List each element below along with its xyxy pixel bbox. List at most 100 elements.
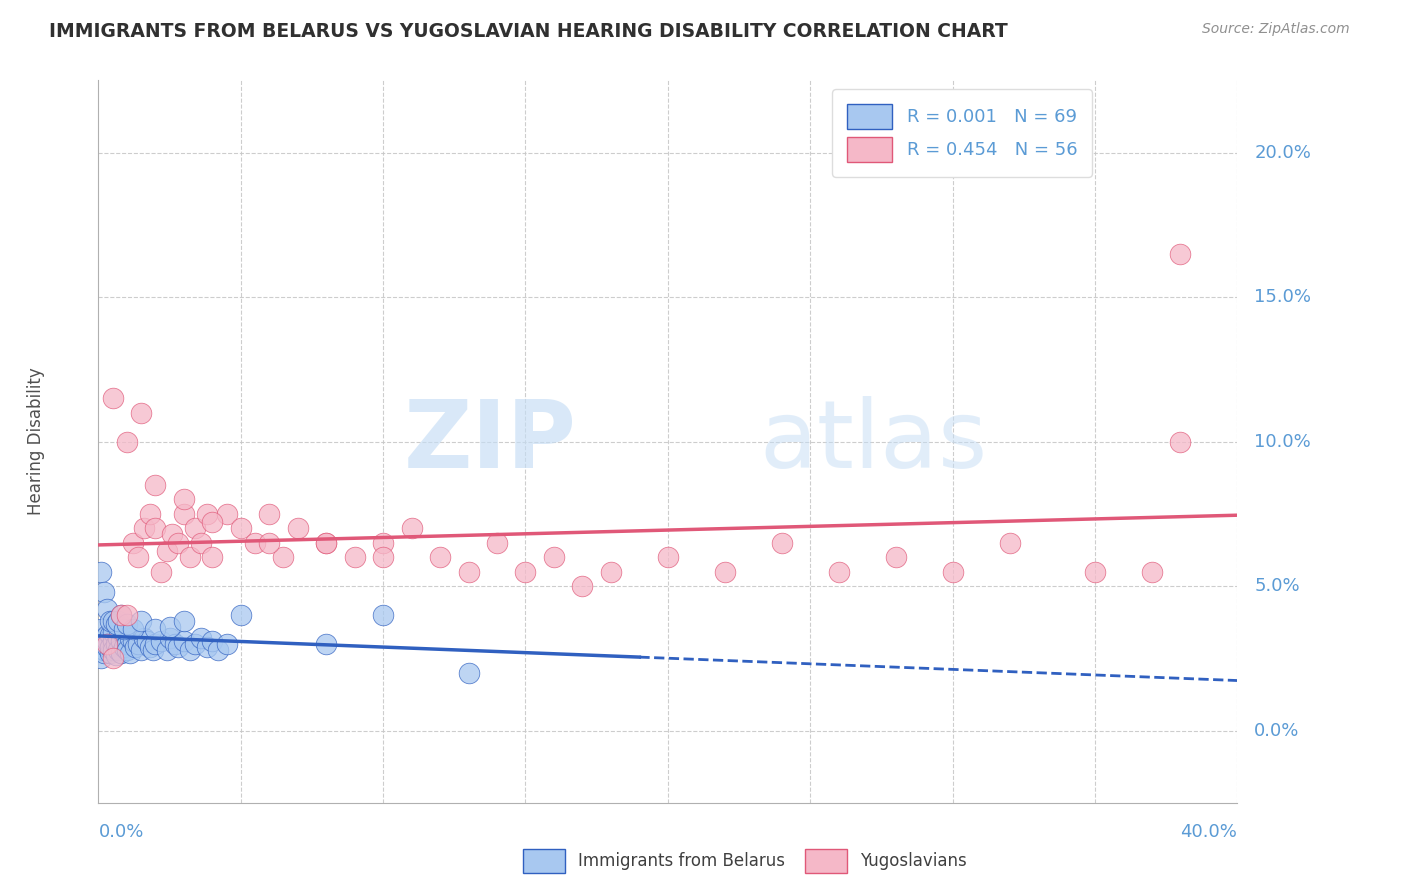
Point [457, 565, 479, 579]
Point [373, 607, 395, 622]
Point [121, 634, 143, 648]
Point [190, 535, 212, 549]
Point [195, 507, 218, 521]
Point [93, 584, 115, 599]
Point [159, 631, 181, 645]
Point [141, 642, 163, 657]
Text: IMMIGRANTS FROM BELARUS VS YUGOSLAVIAN HEARING DISABILITY CORRELATION CHART: IMMIGRANTS FROM BELARUS VS YUGOSLAVIAN H… [49, 22, 1008, 41]
Point [259, 535, 281, 549]
Point [401, 521, 423, 535]
Point [132, 521, 155, 535]
Point [162, 527, 184, 541]
Point [770, 535, 793, 549]
Point [190, 631, 212, 645]
Text: Source: ZipAtlas.com: Source: ZipAtlas.com [1202, 22, 1350, 37]
Point [714, 565, 737, 579]
Point [107, 614, 129, 628]
Point [138, 507, 160, 521]
Text: atlas: atlas [759, 395, 987, 488]
Point [115, 434, 138, 449]
Point [96, 634, 118, 648]
Point [96, 640, 118, 654]
Point [259, 507, 281, 521]
Point [215, 507, 238, 521]
Point [150, 634, 173, 648]
Point [315, 637, 337, 651]
Point [515, 565, 537, 579]
Point [1084, 565, 1107, 579]
Point [1170, 434, 1192, 449]
Point [110, 634, 132, 648]
Text: 20.0%: 20.0% [1254, 144, 1312, 161]
Point [121, 535, 143, 549]
Point [93, 631, 115, 645]
Point [110, 646, 132, 660]
Point [93, 646, 115, 660]
Point [107, 642, 129, 657]
Point [101, 642, 124, 657]
Point [201, 634, 224, 648]
Point [112, 623, 135, 637]
Point [101, 391, 124, 405]
Point [127, 637, 149, 651]
Text: 5.0%: 5.0% [1254, 577, 1301, 595]
Point [1170, 246, 1192, 260]
Point [138, 640, 160, 654]
Point [179, 642, 201, 657]
Point [90, 565, 112, 579]
Point [124, 640, 146, 654]
Point [90, 623, 112, 637]
Point [571, 579, 593, 593]
Point [165, 637, 187, 651]
Point [1140, 565, 1163, 579]
Point [145, 623, 167, 637]
Point [156, 642, 179, 657]
Point [145, 478, 167, 492]
Point [184, 521, 207, 535]
Point [150, 565, 173, 579]
Point [107, 631, 129, 645]
Point [828, 565, 851, 579]
Point [315, 535, 337, 549]
Point [156, 544, 179, 558]
Point [115, 642, 138, 657]
Point [215, 637, 238, 651]
Point [115, 607, 138, 622]
Point [657, 550, 679, 565]
Point [101, 625, 124, 640]
Point [373, 550, 395, 565]
Text: 40.0%: 40.0% [1181, 823, 1237, 841]
Point [600, 565, 623, 579]
Point [129, 406, 152, 420]
Point [173, 614, 195, 628]
Point [96, 637, 118, 651]
Text: 0.0%: 0.0% [1254, 722, 1299, 739]
Point [998, 535, 1021, 549]
Point [115, 616, 138, 631]
Text: 0.0%: 0.0% [98, 823, 143, 841]
Point [273, 550, 295, 565]
Point [543, 550, 565, 565]
Point [373, 535, 395, 549]
Point [229, 607, 252, 622]
Point [101, 614, 124, 628]
Point [118, 631, 141, 645]
Point [98, 640, 121, 654]
Point [104, 648, 127, 663]
Point [184, 637, 207, 651]
Point [343, 550, 366, 565]
Text: 15.0%: 15.0% [1254, 288, 1312, 306]
Point [93, 642, 115, 657]
Point [135, 634, 157, 648]
Text: ZIP: ZIP [404, 395, 576, 488]
Point [942, 565, 965, 579]
Point [207, 642, 229, 657]
Point [115, 637, 138, 651]
Point [201, 516, 224, 530]
Point [98, 628, 121, 642]
Point [429, 550, 451, 565]
Point [104, 616, 127, 631]
Point [315, 535, 337, 549]
Point [118, 646, 141, 660]
Point [90, 651, 112, 665]
